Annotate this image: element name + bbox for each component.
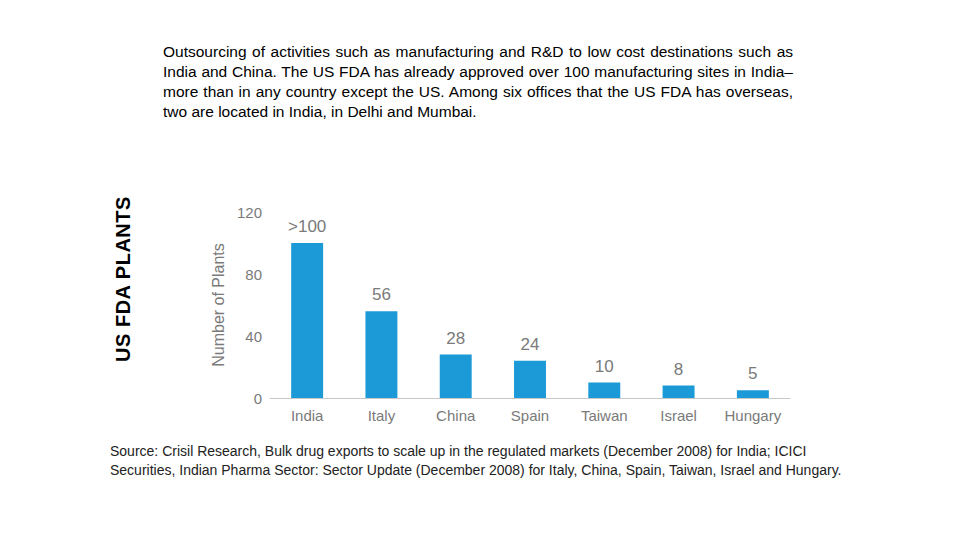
svg-text:40: 40 xyxy=(245,328,262,345)
svg-text:24: 24 xyxy=(521,335,540,354)
svg-text:80: 80 xyxy=(245,266,262,283)
svg-text:Spain: Spain xyxy=(511,407,549,424)
svg-text:0: 0 xyxy=(254,390,262,407)
svg-text:Taiwan: Taiwan xyxy=(581,407,628,424)
svg-text:China: China xyxy=(436,407,476,424)
svg-text:Italy: Italy xyxy=(368,407,396,424)
svg-text:Number of Plants: Number of Plants xyxy=(210,243,227,367)
svg-text:120: 120 xyxy=(237,204,262,221)
html-text:Outsourcing of activities such: Outsourcing of activities such as manufa… xyxy=(163,43,793,120)
svg-text:Hungary: Hungary xyxy=(725,407,782,424)
svg-text:8: 8 xyxy=(674,360,683,379)
svg-text:10: 10 xyxy=(595,357,614,376)
html-text:US FDA PLANTS: US FDA PLANTS xyxy=(112,196,134,362)
svg-text:5: 5 xyxy=(748,364,757,383)
html-text:Source: Crisil Research, Bulk: Source: Crisil Research, Bulk drug expor… xyxy=(110,443,842,478)
svg-text:Israel: Israel xyxy=(660,407,697,424)
svg-text:>100: >100 xyxy=(288,217,326,236)
svg-text:56: 56 xyxy=(372,285,391,304)
svg-text:India: India xyxy=(291,407,324,424)
svg-text:28: 28 xyxy=(446,329,465,348)
